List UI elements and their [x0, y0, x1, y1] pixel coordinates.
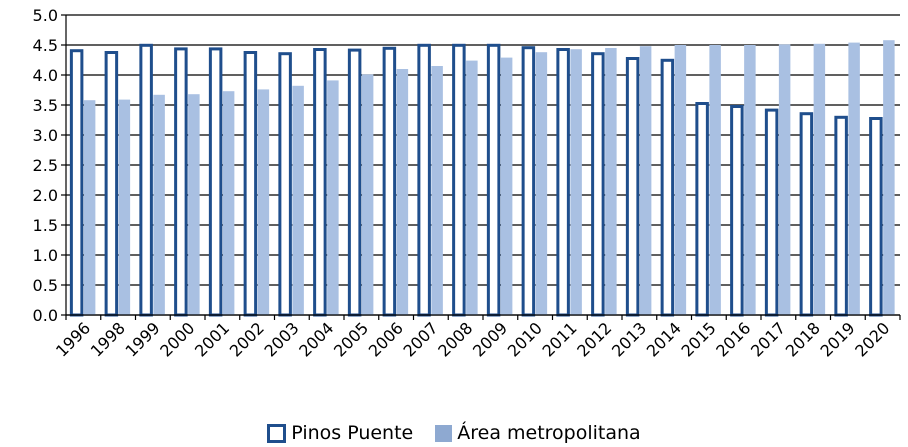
bar-pinos-puente	[174, 47, 188, 317]
y-tick-label: 3.0	[33, 126, 58, 145]
legend-label: Área metropolitana	[457, 422, 641, 444]
x-tick-label: 2015	[677, 318, 719, 360]
legend-label: Pinos Puente	[291, 422, 414, 444]
bar-area-metropolitana	[257, 89, 270, 316]
bar-pinos-puente	[730, 105, 744, 317]
y-tick-label: 1.0	[33, 246, 58, 265]
bar-area-metropolitana	[883, 40, 895, 315]
bar-pinos-puente	[69, 49, 84, 317]
x-tick-label: 1996	[52, 318, 94, 360]
x-tick-label: 2018	[782, 318, 824, 360]
x-tick-label: 2012	[573, 318, 615, 360]
bar-pinos-puente	[556, 48, 570, 317]
bar-pinos-puente	[278, 52, 292, 317]
legend: Pinos Puente Área metropolitana	[0, 422, 908, 444]
bar-pinos-puente	[243, 51, 258, 317]
bar-area-metropolitana	[848, 42, 860, 315]
bar-area-metropolitana	[466, 60, 478, 315]
bar-area-metropolitana	[431, 66, 443, 315]
bar-area-metropolitana	[327, 80, 339, 316]
x-tick-label: 2001	[191, 318, 233, 360]
y-tick-label: 0.5	[33, 276, 58, 295]
bar-area-metropolitana	[639, 46, 652, 315]
x-tick-label: 2003	[260, 318, 302, 360]
bar-pinos-puente	[486, 43, 501, 317]
x-tick-label: 1998	[87, 318, 129, 360]
bar-area-metropolitana	[153, 94, 165, 315]
y-tick-label: 4.5	[33, 36, 58, 55]
x-tick-label: 2020	[851, 318, 893, 360]
bar-pinos-puente	[208, 47, 223, 317]
y-tick-label: 2.5	[33, 156, 58, 175]
bar-pinos-puente	[660, 58, 675, 317]
bar-pinos-puente	[347, 48, 362, 317]
y-tick-label: 1.5	[33, 216, 58, 235]
y-tick-label: 4.0	[33, 66, 58, 85]
bar-pinos-puente	[695, 102, 709, 317]
y-tick-labels: 0.0 0.5 1.0 1.5 2.0 2.5 3.0 3.5 4.0 4.5 5.0	[33, 6, 58, 325]
x-tick-label: 2008	[434, 318, 476, 360]
y-tick-label: 5.0	[33, 6, 58, 25]
bar-area-metropolitana	[118, 99, 131, 315]
x-tick-label: 2010	[504, 318, 546, 360]
bar-pinos-puente	[521, 46, 536, 317]
bar-pinos-puente	[834, 115, 848, 317]
bar-pinos-puente	[591, 52, 605, 317]
bar-area-metropolitana	[396, 69, 409, 315]
y-tick-label: 2.0	[33, 186, 58, 205]
x-tick-label: 1999	[121, 318, 163, 360]
x-tick-label: 2017	[747, 318, 789, 360]
x-tick-labels: 1996199819992000200120022003200420052006…	[52, 318, 893, 360]
bar-pinos-puente	[382, 46, 397, 317]
x-tick-label: 2002	[226, 318, 268, 360]
x-tick-label: 2013	[608, 318, 650, 360]
x-tick-label: 2016	[712, 318, 754, 360]
legend-item-area-metropolitana: Área metropolitana	[435, 422, 641, 444]
bar-area-metropolitana	[222, 91, 235, 315]
bar-pinos-puente	[452, 43, 466, 317]
bar-area-metropolitana	[813, 43, 826, 316]
bar-pinos-puente	[869, 117, 883, 317]
bar-pinos-puente	[764, 108, 779, 317]
bar-pinos-puente	[104, 51, 119, 317]
bar-pinos-puente	[139, 43, 153, 317]
x-tick-label: 2019	[816, 318, 858, 360]
x-tick-label: 2004	[295, 318, 337, 360]
gridlines	[66, 14, 900, 316]
x-tick-label: 2007	[399, 318, 441, 360]
y-tick-label: 3.5	[33, 96, 58, 115]
bar-area-metropolitana	[709, 45, 721, 315]
x-tick-label: 2009	[469, 318, 511, 360]
bar-area-metropolitana	[188, 94, 200, 315]
bar-area-metropolitana	[570, 49, 582, 315]
bar-area-metropolitana	[292, 85, 304, 315]
bar-pinos-puente	[799, 112, 814, 317]
bar-area-metropolitana	[744, 45, 756, 315]
bar-area-metropolitana	[535, 52, 548, 315]
bar-chart: 0.00.51.01.52.02.53.03.54.04.55.0 199619…	[33, 6, 901, 361]
x-tick-label: 2014	[643, 318, 685, 360]
bar-area-metropolitana	[605, 48, 617, 315]
y-tick-label: 0.0	[33, 306, 58, 325]
bar-pinos-puente	[625, 57, 640, 317]
x-tick-label: 2006	[365, 318, 407, 360]
bar-area-metropolitana	[778, 44, 791, 316]
x-tick-label: 2000	[156, 318, 198, 360]
legend-swatch-filled-icon	[435, 424, 453, 442]
bar-area-metropolitana	[500, 57, 513, 315]
bar-area-metropolitana	[674, 45, 687, 315]
x-tick-label: 2011	[538, 318, 580, 360]
bar-area-metropolitana	[361, 74, 374, 316]
legend-swatch-outline-icon	[267, 423, 287, 443]
legend-item-pinos-puente: Pinos Puente	[267, 422, 413, 444]
bar-pinos-puente	[417, 43, 431, 317]
bars	[69, 40, 895, 317]
bar-area-metropolitana	[83, 100, 96, 315]
axes	[61, 14, 901, 320]
x-tick-label: 2005	[330, 318, 372, 360]
bar-pinos-puente	[313, 48, 327, 317]
